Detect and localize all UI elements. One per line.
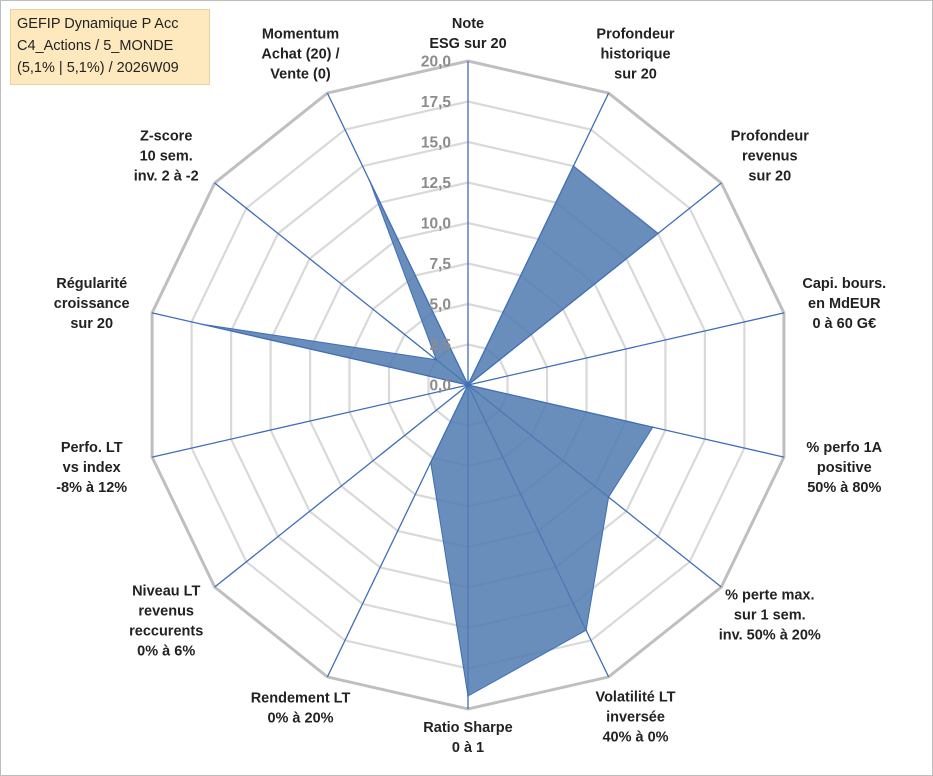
tick-label: 7,5 (429, 256, 451, 273)
data-point-7 (467, 695, 469, 697)
axis-label-line: Niveau LT (132, 584, 200, 600)
tick-label: 12,5 (421, 175, 452, 192)
axis-label-11: Régularité croissance sur 20 (54, 276, 130, 332)
axis-label-line: % perfo 1A (806, 440, 882, 456)
axis-label-2: Profondeur revenus sur 20 (731, 129, 809, 185)
spoke-12 (214, 182, 469, 386)
data-point-10 (467, 384, 469, 386)
axis-label-6: Volatilité LT inversée 40% à 0% (595, 690, 675, 746)
axis-label-line: historique (600, 46, 670, 62)
axis-label-line: Profondeur (731, 129, 809, 145)
axis-label-line: positive (817, 460, 872, 476)
axis-label-9: Niveau LT revenus reccurents 0% à 6% (129, 584, 203, 660)
axis-label-4: % perfo 1A positive 50% à 80% (806, 440, 882, 496)
tick-label: 15,0 (421, 135, 451, 152)
axis-label-line: sur 20 (70, 316, 113, 332)
tick-label: 10,0 (421, 216, 451, 233)
data-point-12 (435, 358, 438, 361)
data-point-13 (368, 179, 371, 182)
data-point-11 (201, 323, 204, 326)
spoke-10 (151, 384, 469, 458)
axis-label-line: 40% à 0% (602, 730, 668, 746)
axis-label-line: inv. 2 à -2 (134, 169, 199, 185)
axis-label-line: Z-score (140, 129, 192, 145)
tick-label: 20,0 (421, 54, 451, 71)
axis-label-line: Perfo. LT (61, 440, 123, 456)
tick-label: 17,5 (421, 94, 452, 111)
fund-title-box: GEFIP Dynamique P Acc C4_Actions / 5_MON… (10, 9, 210, 85)
axis-label-3: Capi. bours. en MdEUR 0 à 60 G€ (802, 276, 886, 332)
axis-label-line: Volatilité LT (595, 690, 675, 706)
data-point-6 (585, 629, 587, 631)
axis-label-line: inv. 50% à 20% (719, 627, 821, 643)
spoke-3 (467, 312, 785, 386)
data-point-1 (572, 165, 575, 167)
axis-label-line: en MdEUR (808, 296, 881, 312)
axis-label-7: Ratio Sharpe 0 à 1 (423, 720, 512, 756)
axis-label-line: Ratio Sharpe (423, 720, 512, 736)
tick-label: 2,5 (429, 337, 451, 354)
radar-axis-labels: Note ESG sur 20 Profondeur historique sur 20… (54, 16, 886, 756)
spoke-9 (214, 384, 469, 588)
axis-label-line: Profondeur (596, 26, 674, 42)
radar-tick-labels: 0,0 2,5 5,0 7,5 10,0 12,5 15,0 17,5 20,0 (421, 54, 452, 395)
tick-label: 5,0 (429, 297, 451, 314)
axis-label-line: 50% à 80% (807, 480, 881, 496)
axis-label-line: sur 20 (748, 169, 791, 185)
axis-label-line: reccurents (129, 624, 203, 640)
axis-label-10: Perfo. LT vs index -8% à 12% (56, 440, 127, 496)
axis-label-line: 0 à 1 (452, 740, 484, 756)
axis-label-line: 0 à 60 G€ (812, 316, 876, 332)
radar-series (201, 165, 659, 697)
axis-label-line: Régularité (56, 276, 127, 292)
axis-label-line: Rendement LT (251, 691, 351, 707)
axis-label-1: Profondeur historique sur 20 (596, 26, 674, 82)
axis-label-line: Momentum (262, 26, 339, 42)
fund-name: GEFIP Dynamique P Acc (17, 16, 179, 32)
axis-label-line: 0% à 20% (267, 711, 333, 727)
axis-label-line: Vente (0) (270, 66, 331, 82)
axis-label-13: Momentum Achat (20) / Vente (0) (261, 26, 339, 82)
axis-label-line: Capi. bours. (802, 276, 886, 292)
axis-label-line: Achat (20) / (261, 46, 339, 62)
axis-label-5: % perte max. sur 1 sem. inv. 50% à 20% (719, 587, 821, 643)
fund-weights-week: (5,1% | 5,1%) / 2026W09 (17, 60, 179, 76)
data-point-8 (429, 461, 432, 464)
axis-label-line: % perte max. (725, 587, 814, 603)
axis-label-line: sur 20 (614, 66, 657, 82)
axis-label-line: 10 sem. (140, 149, 193, 165)
fund-category: C4_Actions / 5_MONDE (17, 38, 174, 54)
axis-label-line: croissance (54, 296, 130, 312)
axis-label-line: revenus (138, 604, 194, 620)
axis-label-line: revenus (742, 149, 798, 165)
data-point-4 (652, 426, 654, 429)
axis-label-line: Note (452, 16, 484, 32)
axis-label-0: Note ESG sur 20 (429, 16, 506, 52)
axis-label-line: -8% à 12% (56, 480, 127, 496)
series-area (202, 165, 659, 697)
axis-label-line: ESG sur 20 (429, 36, 506, 52)
axis-label-12: Z-score 10 sem. inv. 2 à -2 (134, 129, 199, 185)
data-point-5 (607, 496, 610, 498)
axis-label-line: 0% à 6% (137, 644, 195, 660)
axis-label-line: sur 1 sem. (734, 607, 806, 623)
data-point-2 (657, 232, 659, 235)
tick-label: 0,0 (429, 378, 451, 395)
axis-label-line: inversée (606, 710, 665, 726)
axis-label-line: vs index (63, 460, 121, 476)
axis-label-8: Rendement LT 0% à 20% (251, 691, 351, 727)
